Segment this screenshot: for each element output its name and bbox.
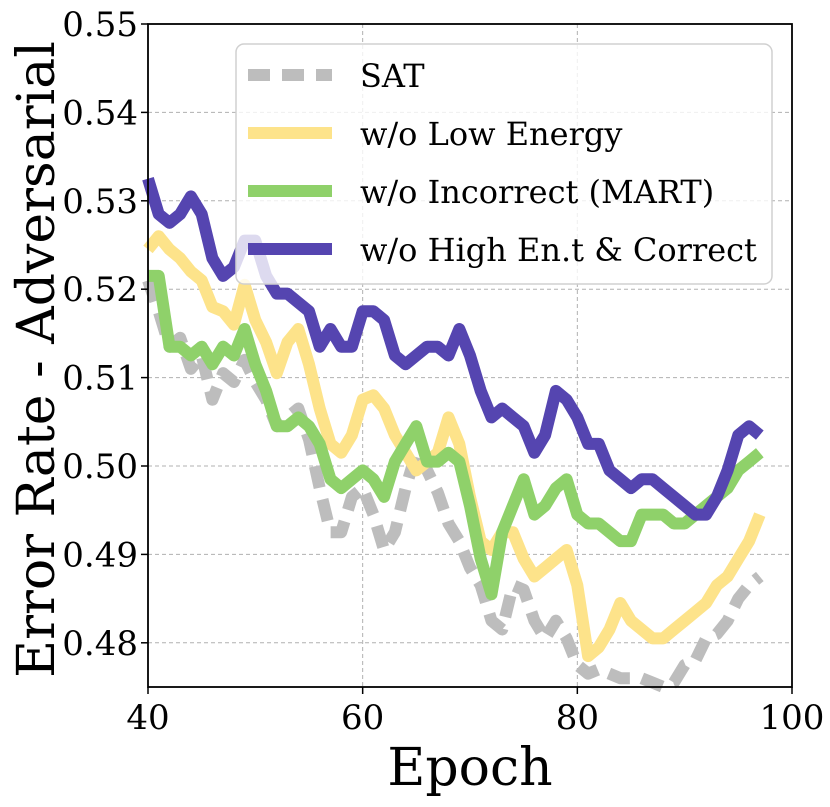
plot-frame xyxy=(147,23,793,688)
series-line-1 xyxy=(143,230,766,663)
y-tick-label: 0.55 xyxy=(62,5,138,45)
series-line-2 xyxy=(148,269,764,601)
legend: SAT w/o Low Energy w/o Incorrect (MART) w/o… xyxy=(235,43,773,285)
x-tick-label: 100 xyxy=(760,698,825,738)
legend-box xyxy=(235,43,773,285)
legend-label: w/o Incorrect (MART) xyxy=(360,173,714,211)
x-tick-label: 80 xyxy=(556,698,599,738)
x-axis-label: Epoch xyxy=(387,738,552,798)
axis-ticks: 40 60 80 100 0.48 0.49 0.50 0.51 0.52 0.53 0.54 0.5… xyxy=(62,5,824,738)
legend-label: w/o High En.t & Correct xyxy=(360,231,757,269)
legend-label: w/o Low Energy xyxy=(360,115,622,153)
y-tick-label: 0.51 xyxy=(62,359,138,399)
series-line-0 xyxy=(142,278,764,693)
legend-label: SAT xyxy=(360,57,425,95)
y-axis-label: Error Rate - Adversarial xyxy=(7,41,67,678)
y-tick-label: 0.50 xyxy=(62,447,138,487)
x-tick-label: 60 xyxy=(341,698,384,738)
y-tick-label: 0.48 xyxy=(62,624,138,664)
y-tick-label: 0.52 xyxy=(62,270,138,310)
x-tick-label: 40 xyxy=(126,698,169,738)
y-tick-label: 0.49 xyxy=(62,535,138,575)
y-tick-label: 0.54 xyxy=(62,93,138,133)
y-tick-label: 0.53 xyxy=(62,182,138,222)
